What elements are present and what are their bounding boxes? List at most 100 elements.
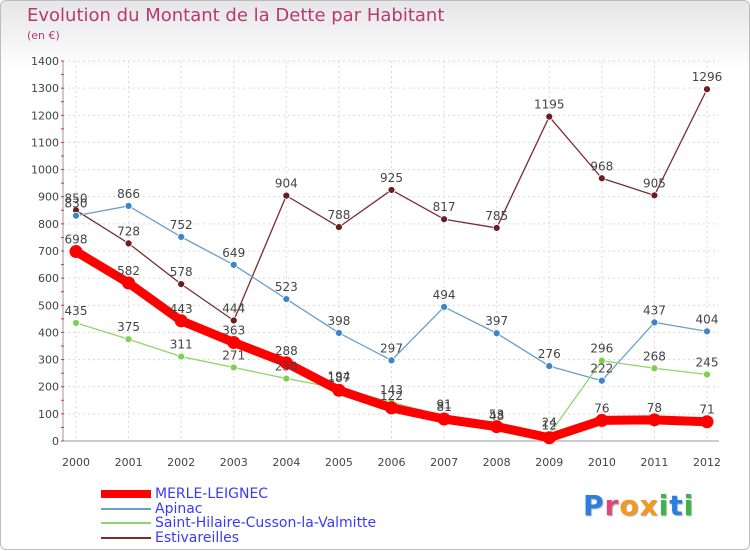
logo-letter: t xyxy=(669,489,684,522)
data-label: 728 xyxy=(117,224,140,238)
data-point xyxy=(335,223,343,232)
data-point xyxy=(597,174,606,183)
data-point xyxy=(650,318,659,327)
data-label: 222 xyxy=(590,362,613,376)
data-label: 904 xyxy=(275,177,298,191)
data-point xyxy=(177,280,186,289)
data-label: 866 xyxy=(117,187,140,201)
y-tick-labels: 0 100 200 300 400 500 600 700 800 900 1000 1100 1200… xyxy=(31,55,59,448)
data-point xyxy=(703,370,711,379)
data-label: 48 xyxy=(489,409,504,423)
data-point xyxy=(124,202,133,210)
data-point xyxy=(703,327,711,336)
data-label: 578 xyxy=(170,265,193,279)
data-label: 143 xyxy=(380,383,403,397)
x-tick-label: 2002 xyxy=(167,456,195,469)
data-label: 494 xyxy=(433,288,456,302)
x-tick-label: 2001 xyxy=(115,456,143,469)
data-point xyxy=(282,191,291,200)
data-label: 78 xyxy=(647,401,662,415)
data-label: 582 xyxy=(117,264,140,278)
data-point xyxy=(650,364,659,373)
data-label: 817 xyxy=(433,200,456,214)
y-tick-label: 500 xyxy=(38,299,59,312)
y-tick-label: 1400 xyxy=(31,55,59,68)
logo-letter: i xyxy=(683,489,695,522)
data-label: 968 xyxy=(590,159,613,173)
data-label: 435 xyxy=(65,304,88,318)
data-label: 830 xyxy=(65,197,88,211)
legend-item: Saint-Hilaire-Cusson-la-Valmitte xyxy=(101,516,421,531)
data-point xyxy=(335,329,343,337)
data-label: 397 xyxy=(485,314,508,328)
x-tick-label: 2003 xyxy=(220,456,248,469)
data-label: 752 xyxy=(170,218,193,232)
data-point xyxy=(122,276,136,290)
data-labels: 698 582 443 363 288 187 122 81 53 12 76 78 71 830 866 7… xyxy=(65,70,723,433)
logo-letter: r xyxy=(604,489,620,522)
data-label: 268 xyxy=(643,349,666,363)
data-point xyxy=(279,356,293,370)
legend-label: Saint-Hilaire-Cusson-la-Valmitte xyxy=(155,515,377,532)
data-point xyxy=(227,335,241,349)
data-point xyxy=(545,112,554,121)
legend-label: Estivareilles xyxy=(155,529,240,546)
data-point xyxy=(229,260,238,269)
x-tick-label: 2012 xyxy=(693,456,721,469)
data-label: 437 xyxy=(643,303,666,317)
y-tick-label: 600 xyxy=(38,272,59,285)
x-tick-label: 2005 xyxy=(325,456,353,469)
data-point xyxy=(492,329,501,338)
y-tick-label: 1000 xyxy=(31,164,59,177)
legend-label: Apinac xyxy=(155,500,203,517)
logo-letter: o xyxy=(619,489,640,522)
data-label: 288 xyxy=(275,344,298,358)
data-label: 76 xyxy=(594,401,609,415)
data-label: 443 xyxy=(170,302,193,316)
data-label: 91 xyxy=(436,397,451,411)
legend-item: Estivareilles xyxy=(101,531,421,546)
data-point xyxy=(700,415,714,429)
data-point xyxy=(703,85,711,94)
data-label: 404 xyxy=(696,312,719,326)
y-tick-label: 1300 xyxy=(31,82,59,95)
data-point xyxy=(597,356,606,365)
data-label: 297 xyxy=(380,341,403,355)
x-tick-label: 2008 xyxy=(483,456,511,469)
data-point xyxy=(542,431,556,445)
data-label: 1296 xyxy=(692,70,723,84)
data-point xyxy=(440,303,448,311)
data-point xyxy=(492,224,501,232)
logo-letter: P xyxy=(583,489,605,522)
x-tick-label: 2011 xyxy=(640,456,668,469)
data-label: 785 xyxy=(485,209,508,223)
series-group xyxy=(69,85,714,445)
data-label: 122 xyxy=(380,389,403,403)
y-tick-label: 900 xyxy=(38,191,59,204)
y-tick-label: 800 xyxy=(38,218,59,231)
data-point xyxy=(647,413,661,427)
x-tick-labels: 2000 2001 2002 2003 2004 2005 2006 2007 2008 2009… xyxy=(62,456,721,469)
data-label: 375 xyxy=(117,320,140,334)
data-label: 194 xyxy=(327,369,350,383)
legend-swatch xyxy=(101,536,151,539)
data-label: 24 xyxy=(542,415,557,429)
x-tick-label: 2010 xyxy=(588,456,616,469)
data-label: 523 xyxy=(275,280,298,294)
data-label: 271 xyxy=(222,348,245,362)
data-point xyxy=(387,186,396,194)
data-point xyxy=(490,420,504,434)
legend-item: Apinac xyxy=(101,502,421,517)
data-point xyxy=(124,239,133,248)
logo-letter: x xyxy=(639,489,659,522)
data-label: 296 xyxy=(590,342,613,356)
legend-label: MERLE-LEIGNEC xyxy=(155,486,269,503)
data-point xyxy=(229,316,238,325)
y-tick-label: 200 xyxy=(38,381,59,394)
x-tick-label: 2009 xyxy=(535,456,563,469)
x-tick-label: 2004 xyxy=(272,456,300,469)
data-point xyxy=(177,352,186,361)
data-label: 53 xyxy=(489,408,504,422)
